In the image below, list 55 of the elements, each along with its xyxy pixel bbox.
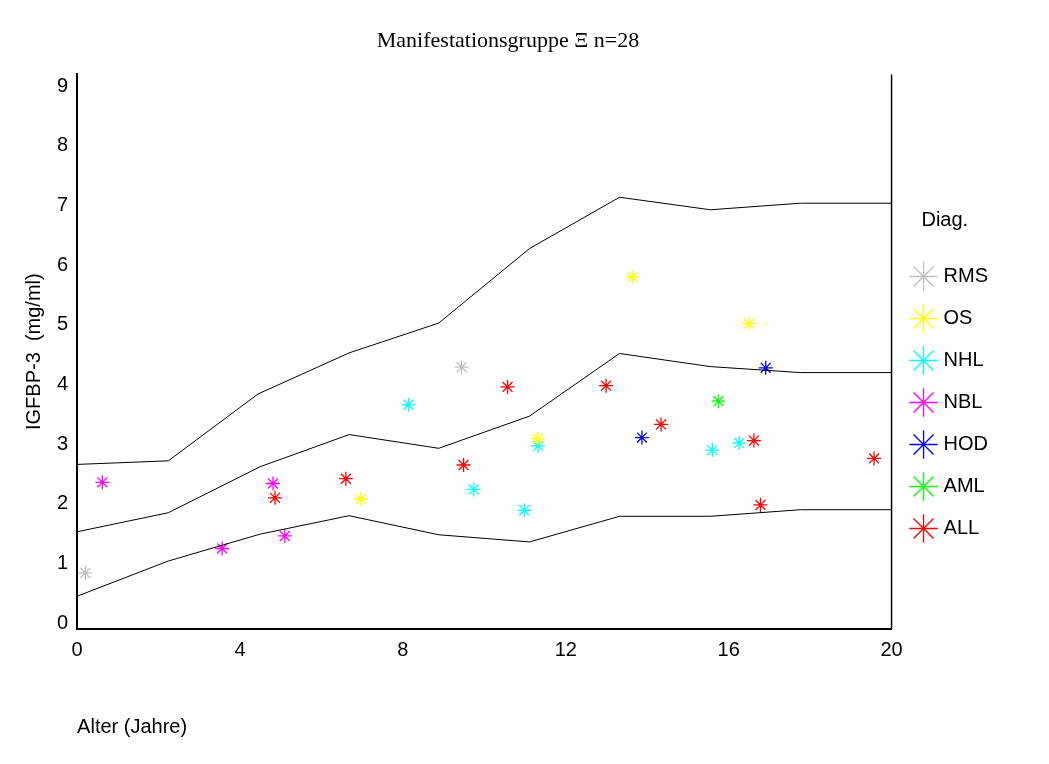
x-tick-label: 4: [234, 637, 246, 660]
y-tick-label: 6: [57, 252, 69, 275]
legend-label: ALL: [943, 516, 980, 539]
point: [704, 442, 721, 458]
x-tick-label: 0: [71, 637, 83, 660]
point: [516, 502, 532, 518]
point: [265, 475, 281, 492]
y-tick-label: 5: [57, 312, 69, 335]
x-tick-label: 12: [554, 637, 577, 660]
y-tick-label: 2: [57, 491, 69, 514]
point: [741, 316, 757, 332]
x-tick-label: 8: [397, 637, 409, 660]
point: [455, 457, 472, 473]
y-tick-label: 0: [57, 610, 69, 633]
point: [866, 450, 882, 467]
point: [758, 360, 774, 376]
legend-label: NBL: [943, 390, 983, 413]
x-tick-label: 16: [717, 637, 740, 660]
point: [530, 431, 546, 447]
legend-title: Diag.: [921, 208, 969, 231]
y-tick-label: 9: [57, 73, 69, 96]
x-tick-label: 20: [880, 637, 903, 660]
point: [94, 474, 111, 490]
point: [731, 435, 747, 451]
point: [710, 393, 727, 409]
legend-label: AML: [943, 474, 985, 497]
legend-label: RMS: [943, 264, 989, 287]
point: [466, 481, 482, 498]
y-tick-label: 4: [57, 372, 69, 395]
legend-label: OS: [943, 306, 973, 329]
point: [530, 438, 546, 454]
y-axis-title: IGFBP-3 (mg/ml): [21, 273, 44, 431]
point: [598, 378, 614, 394]
point: [653, 416, 669, 433]
point: [267, 490, 283, 506]
point: [77, 565, 93, 581]
point: [499, 379, 516, 395]
x-axis-title: Alter (Jahre): [77, 714, 188, 737]
chart-title: Manifestationsgruppe Ξ n=28: [376, 26, 640, 52]
point: [634, 429, 650, 446]
legend-label: NHL: [943, 348, 984, 371]
legend-label: HOD: [943, 432, 989, 455]
y-tick-label: 3: [57, 431, 69, 454]
point: [624, 269, 641, 285]
y-tick-label: 1: [57, 550, 69, 573]
point: [752, 497, 769, 513]
point: [746, 432, 762, 449]
point: [338, 471, 354, 487]
point: [353, 491, 369, 507]
point: [214, 540, 230, 557]
y-tick-label: 7: [57, 193, 69, 216]
point: [400, 397, 417, 413]
point: [453, 359, 470, 375]
point: [277, 528, 293, 544]
y-tick-label: 8: [57, 133, 69, 156]
